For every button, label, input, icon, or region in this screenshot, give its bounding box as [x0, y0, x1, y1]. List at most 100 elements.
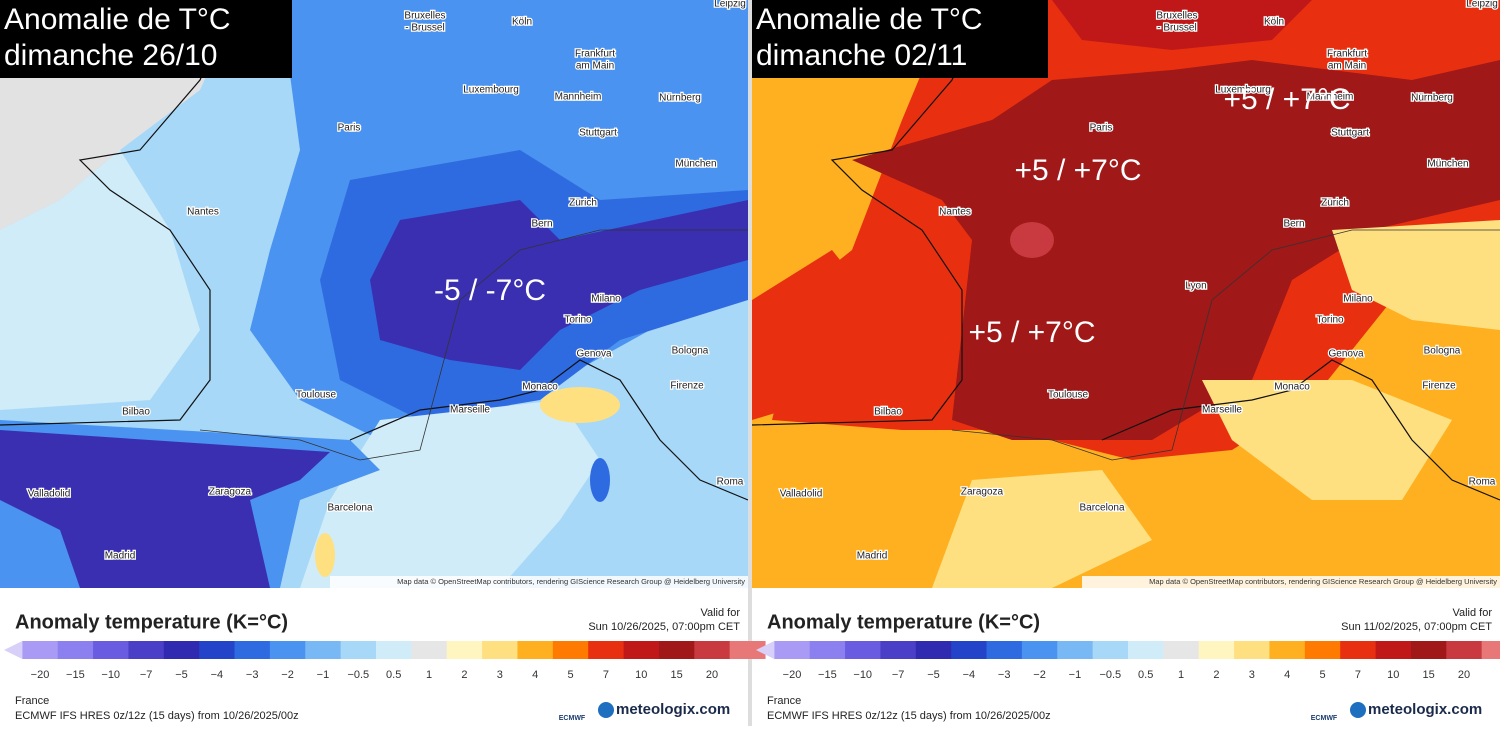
city-label: Firenze	[1422, 381, 1456, 392]
city-label: Madrid	[105, 551, 136, 562]
colorbar-box	[694, 641, 731, 659]
colorbar-label: 10	[1387, 669, 1399, 681]
city-label: München	[675, 159, 716, 170]
city-label: Roma	[717, 477, 744, 488]
colorbar-label: 10	[635, 669, 647, 681]
city-label: Bruxelles	[1156, 11, 1197, 22]
colorbar-label: 15	[1423, 669, 1435, 681]
colorbar-label: 0.5	[1138, 669, 1153, 681]
colorbar-box	[658, 641, 695, 659]
city-label: Valladolid	[28, 489, 71, 500]
city-label: Köln	[1264, 17, 1284, 28]
colorbar-box	[1304, 641, 1341, 659]
attribution: Map data © OpenStreetMap contributors, r…	[397, 577, 745, 586]
city-label: Zürich	[569, 198, 597, 209]
city-label: Luxembourg	[1215, 85, 1271, 96]
colorbar-label: −1	[1069, 669, 1082, 681]
colorbar-label: 2	[1213, 669, 1219, 681]
city-label: Valladolid	[780, 489, 823, 500]
city-label: Milano	[1343, 294, 1373, 305]
city-label: Barcelona	[1079, 503, 1124, 514]
city-label: Monaco	[522, 382, 558, 393]
city-label: Zaragoza	[209, 487, 252, 498]
colorbar-box	[1375, 641, 1412, 659]
colorbar-label: 1	[1178, 669, 1184, 681]
city-label: Zaragoza	[961, 487, 1004, 498]
colorbar-box	[1446, 641, 1483, 659]
colorbar-box	[1198, 641, 1235, 659]
colorbar-box	[57, 641, 94, 659]
colorbar-label: 7	[603, 669, 609, 681]
colorbar-label: −10	[101, 669, 120, 681]
city-label: Firenze	[670, 381, 704, 392]
colorbar-label: 7	[1355, 669, 1361, 681]
city-label: Nantes	[939, 207, 971, 218]
colorbar-arrow	[4, 641, 23, 659]
city-label: am Main	[576, 61, 614, 72]
colorbar-label: −2	[281, 669, 294, 681]
colorbar-box	[234, 641, 271, 659]
colorbar-label: −4	[963, 669, 976, 681]
city-label: Bern	[1283, 219, 1304, 230]
colorbar-label: 0.5	[386, 669, 401, 681]
valid-time: Sun 11/02/2025, 07:00pm CET	[1341, 621, 1492, 633]
anomaly-annotation: +5 / +7°C	[1014, 154, 1141, 187]
city-label: Leipzig	[714, 0, 746, 10]
map-title: Anomalie de T°C	[4, 3, 231, 36]
colorbar-label: −7	[892, 669, 905, 681]
city-label: Marseille	[1202, 405, 1242, 416]
city-label: Marseille	[450, 405, 490, 416]
city-label: Bologna	[672, 346, 709, 357]
colorbar-label: 20	[706, 669, 718, 681]
city-label: Toulouse	[1048, 390, 1088, 401]
colorbar-label: −2	[1033, 669, 1046, 681]
city-label: Frankfurt	[1327, 49, 1367, 60]
panel: Leipzig Bruxelles- Brussel Köln Frankfurtam…	[0, 0, 766, 722]
map	[752, 0, 1500, 588]
title-box	[752, 0, 1048, 78]
colorbar-label: 4	[1284, 669, 1290, 681]
colorbar-box	[199, 641, 236, 659]
city-label: Torino	[564, 315, 592, 326]
colorbar-box	[22, 641, 59, 659]
city-label: Paris	[338, 123, 361, 134]
city-label: am Main	[1328, 61, 1366, 72]
city-label: Mannheim	[555, 92, 602, 103]
colorbar-box	[951, 641, 988, 659]
city-label: Paris	[1090, 123, 1113, 134]
panel: Leipzig Bruxelles- Brussel Köln Frankfurtam…	[752, 0, 1500, 722]
city-label: Genova	[1328, 349, 1363, 360]
colorbar-label: −20	[783, 669, 802, 681]
city-label: Köln	[512, 17, 532, 28]
city-label: Torino	[1316, 315, 1344, 326]
city-label: Bilbao	[122, 407, 150, 418]
colorbar-label: 3	[1249, 669, 1255, 681]
city-label: Lyon	[1185, 281, 1206, 292]
city-label: München	[1427, 159, 1468, 170]
colorbar-label: 3	[497, 669, 503, 681]
colorbar-box	[128, 641, 165, 659]
colorbar-box	[482, 641, 518, 659]
anomaly-annotation: +5 / +7°C	[968, 316, 1095, 349]
title-box	[0, 0, 292, 78]
city-label: Nantes	[187, 207, 219, 218]
footer-model: ECMWF IFS HRES 0z/12z (15 days) from 10/…	[767, 710, 1051, 722]
colorbar-box	[623, 641, 660, 659]
divider	[748, 0, 752, 726]
colorbar-box	[1340, 641, 1377, 659]
attribution: Map data © OpenStreetMap contributors, r…	[1149, 577, 1497, 586]
city-label: Stuttgart	[1331, 128, 1369, 139]
city-label: Milano	[591, 294, 621, 305]
colorbar-label: −3	[246, 669, 259, 681]
city-label: Luxembourg	[463, 85, 519, 96]
colorbar-label: −7	[140, 669, 153, 681]
colorbar-label: −10	[853, 669, 872, 681]
colorbar-label: −5	[175, 669, 188, 681]
footer-region: France	[767, 695, 801, 707]
colorbar-label: 20	[1458, 669, 1470, 681]
colorbar-label: −20	[31, 669, 50, 681]
valid-time: Sun 10/26/2025, 07:00pm CET	[588, 621, 740, 633]
colorbar-box	[1163, 641, 1200, 659]
colorbar-box	[1234, 641, 1270, 659]
